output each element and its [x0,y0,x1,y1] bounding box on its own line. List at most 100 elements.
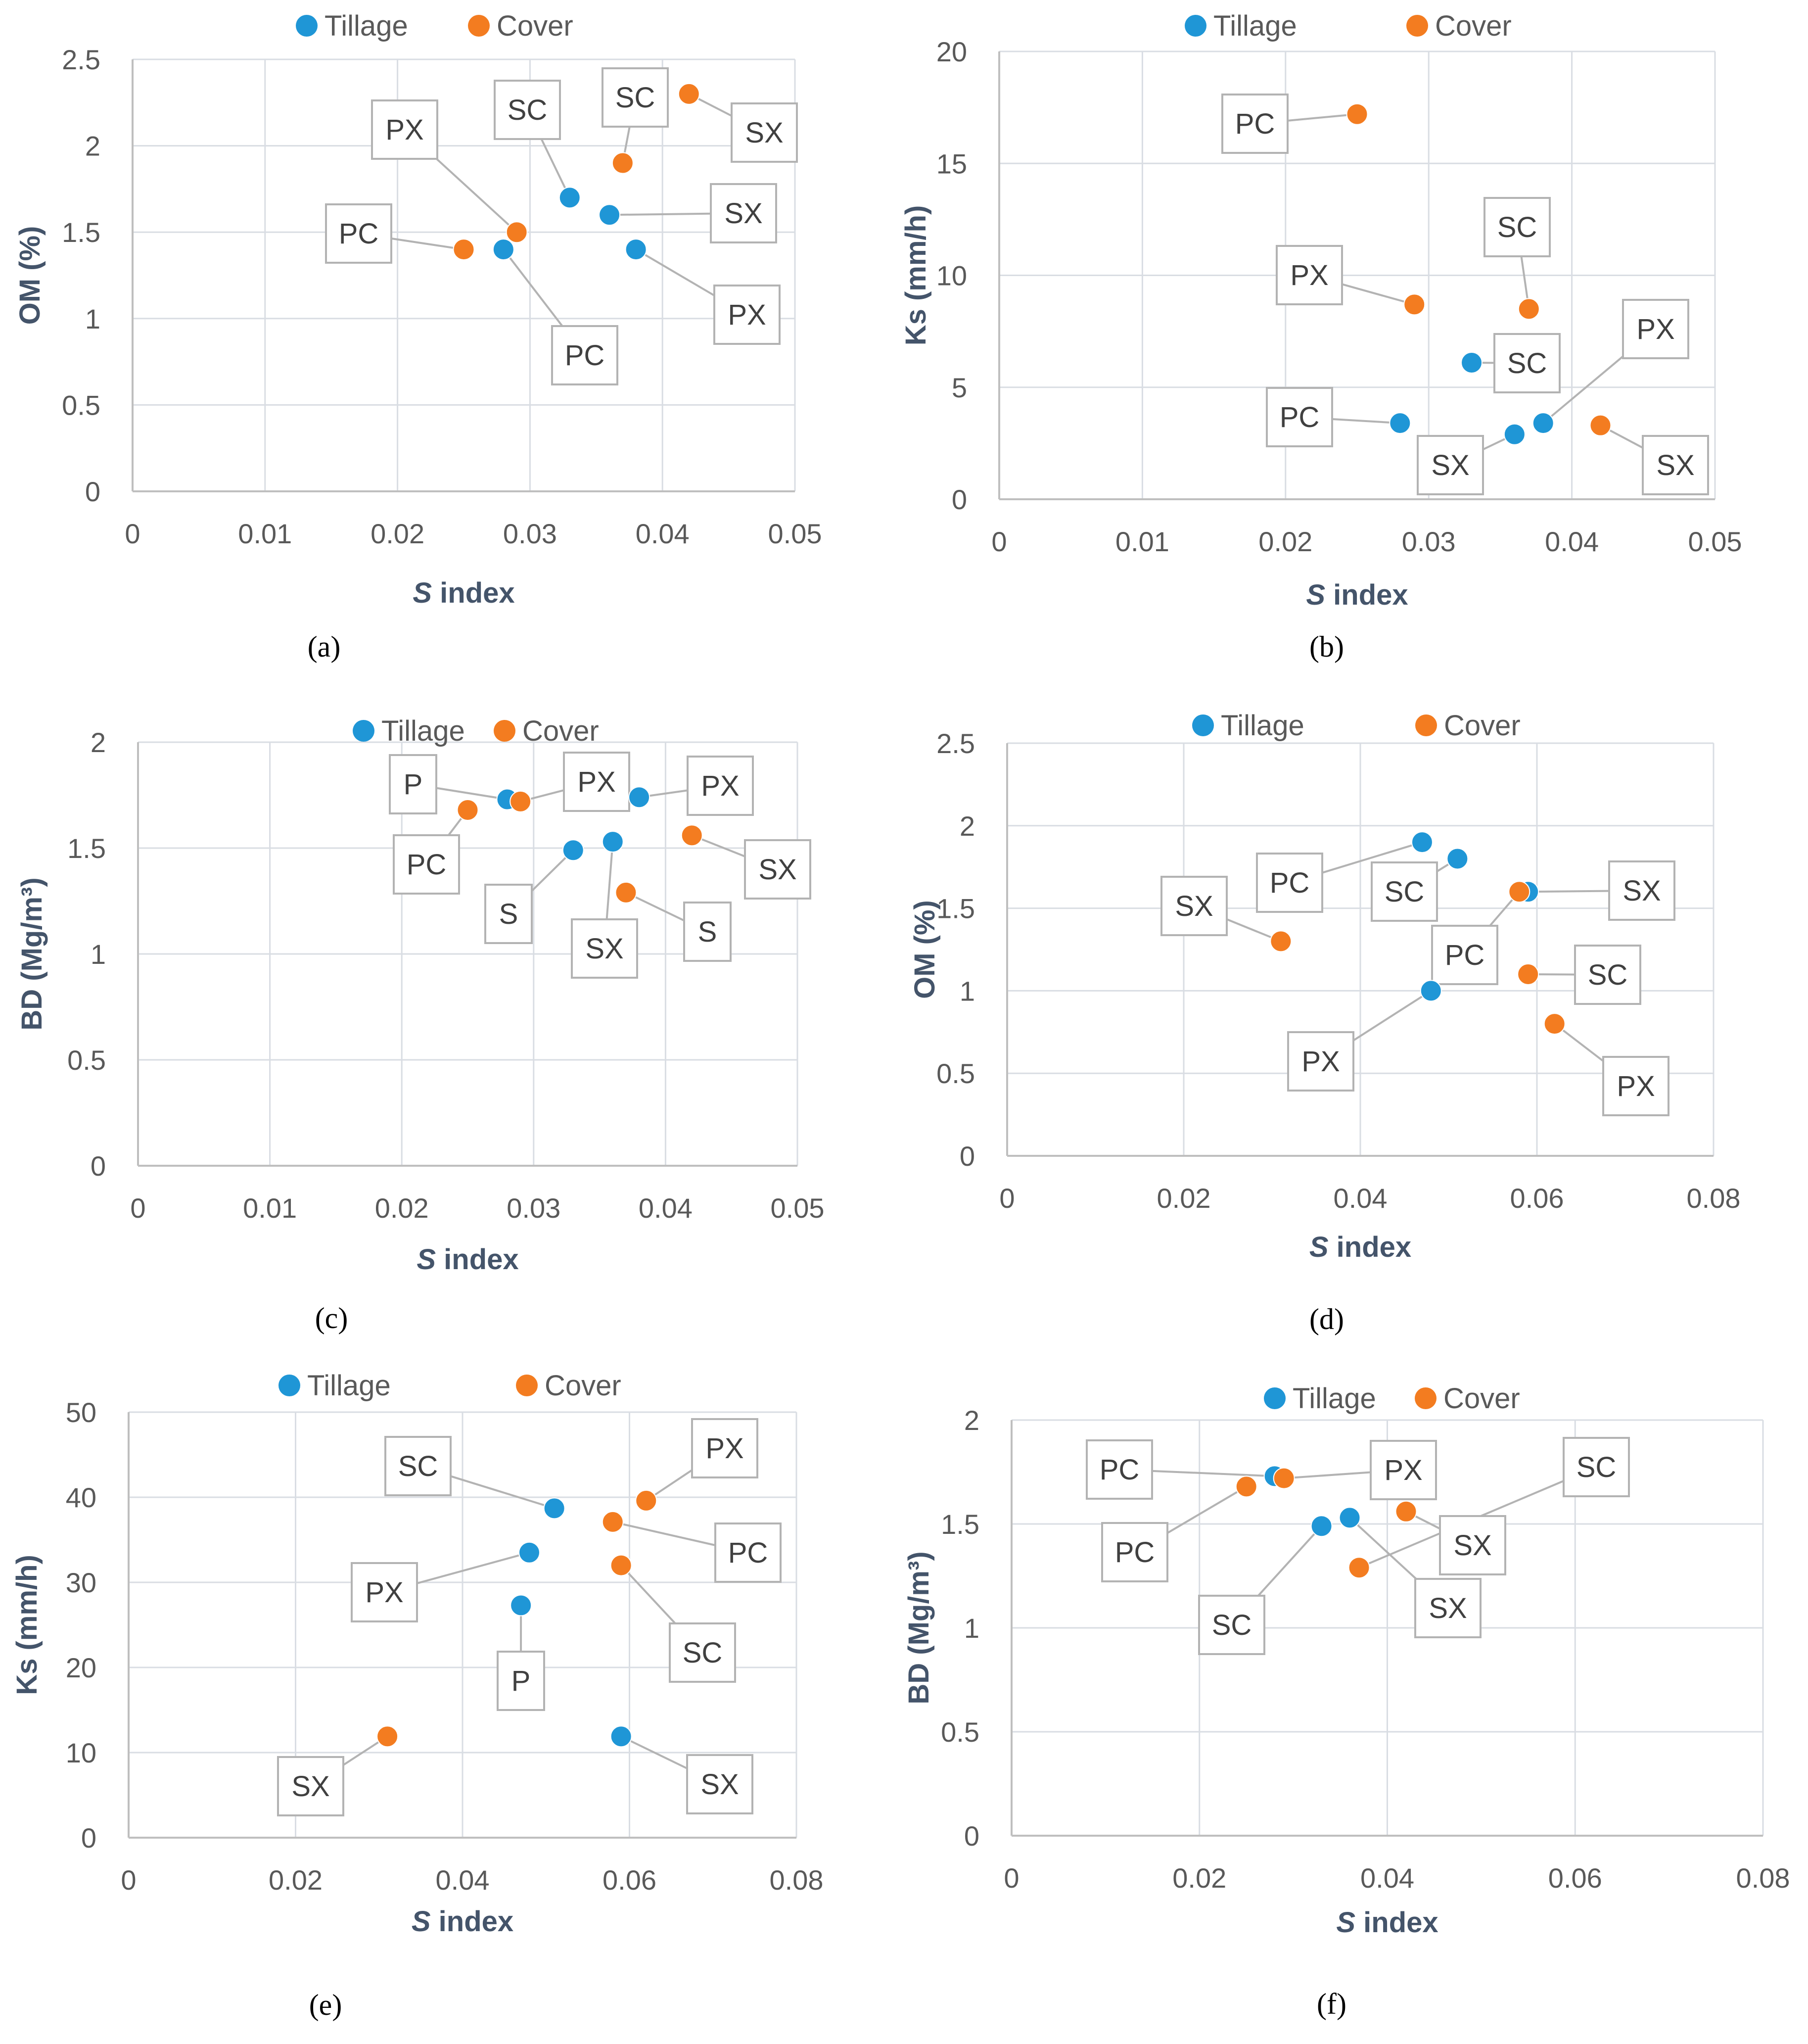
data-label-sx: SX [1453,1529,1491,1562]
label-leader-line [1349,1517,1417,1580]
data-label-sc: SC [1212,1609,1252,1641]
data-point-tillage [599,204,621,226]
x-tick-label: 0.03 [503,518,557,549]
x-tick-label: 0.04 [639,1192,693,1224]
data-label-box [669,1622,736,1683]
label-leader-line [1152,1470,1275,1477]
data-point-cover [610,1554,632,1576]
data-label-box [1563,1437,1630,1497]
data-label-sc: SC [508,94,548,126]
legend-label-cover: Cover [497,10,573,42]
y-tick-label: 0 [91,1150,106,1182]
label-leader-line [1332,418,1400,425]
x-tick-label: 0.04 [436,1864,490,1896]
data-point-cover [1589,414,1612,436]
data-label-box [1160,876,1228,936]
x-axis-title: S index [1306,579,1408,611]
chart-panel-d: 0 0.02 0.04 0.06 0.08 0 0.5 1 1.5 2 2.5 S index OM (… [904,678,1808,1356]
data-label-sx: SX [291,1770,329,1803]
data-label-px: PX [705,1432,743,1465]
data-point-cover [1395,1500,1417,1522]
y-tick-label: 10 [66,1737,96,1768]
data-label-box [1371,861,1438,922]
data-label-box [563,752,630,812]
legend-label-tillage: Tillage [325,10,408,42]
y-tick-label: 20 [936,36,967,67]
x-tick-label: 0.08 [770,1864,824,1896]
data-label-s: S [499,898,518,930]
data-point-cover [1543,1013,1566,1035]
data-label-sx: SX [1431,449,1469,481]
data-label-sx: SX [1623,875,1661,907]
y-axis-title: Ks (mm/h) [900,205,932,346]
scatter-chart-f: 0 0.02 0.04 0.06 0.08 0 0.5 1 1.5 2 S index BD (Mg/… [903,1382,1790,1939]
data-label-box [1101,1522,1168,1582]
data-label-box [710,183,777,243]
panel-caption: (d) [1309,1303,1344,1335]
data-label-pc: PC [1280,401,1320,433]
x-tick-label: 0.05 [768,518,822,549]
y-tick-label: 0.5 [941,1716,979,1748]
y-axis-title: BD (Mg/m³) [903,1551,935,1704]
data-label-box [497,1651,545,1711]
data-label-box [1493,333,1561,393]
data-label-sc: SC [615,82,655,114]
data-label-box [713,285,781,345]
data-label-pc: PC [1100,1454,1140,1486]
data-label-sx: SX [1429,1592,1467,1624]
data-label-sx: SX [724,197,762,230]
y-tick-label: 0.5 [936,1058,975,1089]
x-tick-label: 0.02 [1258,526,1312,557]
legend-marker-cover [1415,714,1437,736]
data-label-box [484,884,533,944]
data-label-pc: PC [1270,867,1310,899]
legend-label-cover: Cover [545,1370,621,1402]
x-tick-label: 0.01 [238,518,292,549]
data-label-sx: SX [1656,449,1694,481]
y-axis-title: BD (Mg/m³) [16,877,48,1030]
data-label-sc: SC [1576,1451,1617,1483]
data-label-box [571,918,638,979]
y-tick-label: 1.5 [67,833,106,864]
data-label-box [393,834,460,895]
data-label-sc: SC [1588,959,1628,991]
data-label-box [1086,1439,1153,1500]
y-tick-label: 0 [960,1141,975,1172]
legend-label-cover: Cover [522,715,599,747]
data-point-cover [1346,103,1368,125]
data-label-px: PX [1617,1070,1655,1102]
x-tick-label: 0 [121,1864,136,1896]
label-leader-line [1287,113,1357,122]
legend-label-tillage: Tillage [307,1370,391,1402]
data-point-tillage [1420,980,1442,1002]
panel-caption: (a) [307,630,341,663]
chart-panel-e: 0 0.02 0.04 0.06 0.08 0 10 20 30 40 50 S index Ks (m… [0,1356,904,2034]
data-point-tillage [1461,351,1483,374]
data-point-tillage [1532,412,1554,434]
x-tick-label: 0.02 [1172,1862,1226,1894]
data-point-cover [1403,293,1426,316]
data-label-box [1266,387,1333,447]
data-point-cover [506,221,528,243]
x-axis-title: S index [1336,1906,1438,1939]
label-leader-line [612,1521,716,1546]
y-tick-label: 1.5 [936,893,975,924]
data-label-box [602,67,669,128]
data-label-px: PX [1384,1454,1422,1486]
data-label-box [744,839,811,900]
data-point-tillage [610,1725,632,1748]
data-label-box [1370,1440,1437,1500]
y-tick-label: 0 [952,484,967,515]
data-label-box [389,754,437,814]
y-tick-label: 15 [936,148,967,179]
data-point-cover [1270,930,1292,952]
label-leader-line [436,787,508,801]
data-label-pc: PC [565,339,605,372]
label-leader-line [391,237,464,251]
y-tick-label: 1.5 [62,217,100,248]
y-tick-label: 1 [91,939,106,970]
data-point-cover [1517,963,1539,986]
label-leader-line [609,212,711,216]
data-label-box [1608,860,1675,921]
data-label-box [714,1522,782,1583]
